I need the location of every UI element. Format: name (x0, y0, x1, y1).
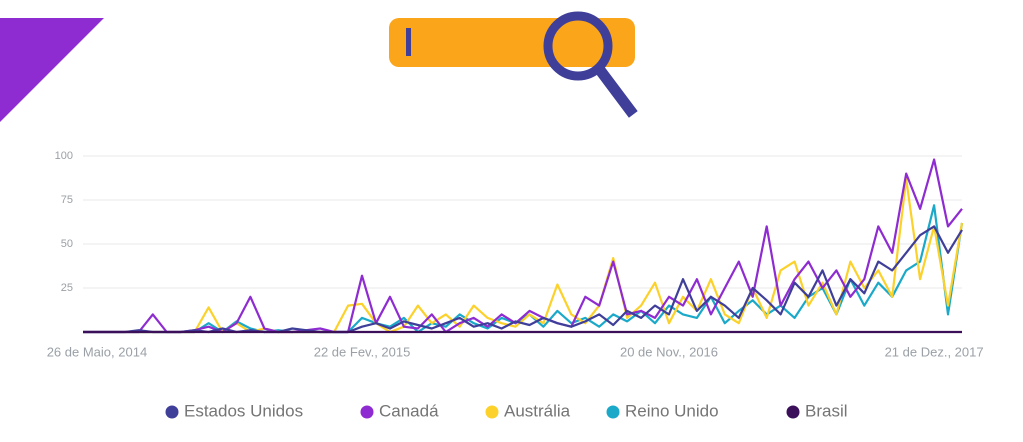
x-tick-label: 26 de Maio, 2014 (47, 344, 147, 359)
series-line (83, 204, 964, 334)
legend-marker (786, 405, 800, 419)
x-tick-label: 22 de Fev., 2015 (314, 344, 411, 359)
decor-triangle (0, 18, 104, 122)
y-tick-label: 100 (55, 150, 73, 162)
y-tick-label: 25 (61, 282, 73, 294)
legend-label: Canadá (379, 401, 439, 420)
y-tick-label: 50 (61, 238, 73, 250)
y-tick-label: 75 (61, 194, 73, 206)
legend-label: Austrália (504, 401, 571, 420)
series-line (83, 177, 964, 334)
magnifier-handle (592, 62, 638, 118)
series-line (83, 158, 963, 334)
cursor (406, 28, 411, 56)
series-line (83, 225, 963, 334)
legend-label: Brasil (805, 401, 848, 420)
x-tick-label: 20 de Nov., 2016 (620, 344, 718, 359)
legend-marker (485, 405, 499, 419)
x-tick-label: 21 de Dez., 2017 (885, 344, 984, 359)
legend-marker (360, 405, 374, 419)
legend-marker (165, 405, 179, 419)
magnifier (543, 11, 613, 81)
search-bar (389, 18, 635, 67)
legend-label: Reino Unido (625, 401, 719, 420)
legend-marker (606, 405, 620, 419)
legend-label: Estados Unidos (184, 401, 303, 420)
